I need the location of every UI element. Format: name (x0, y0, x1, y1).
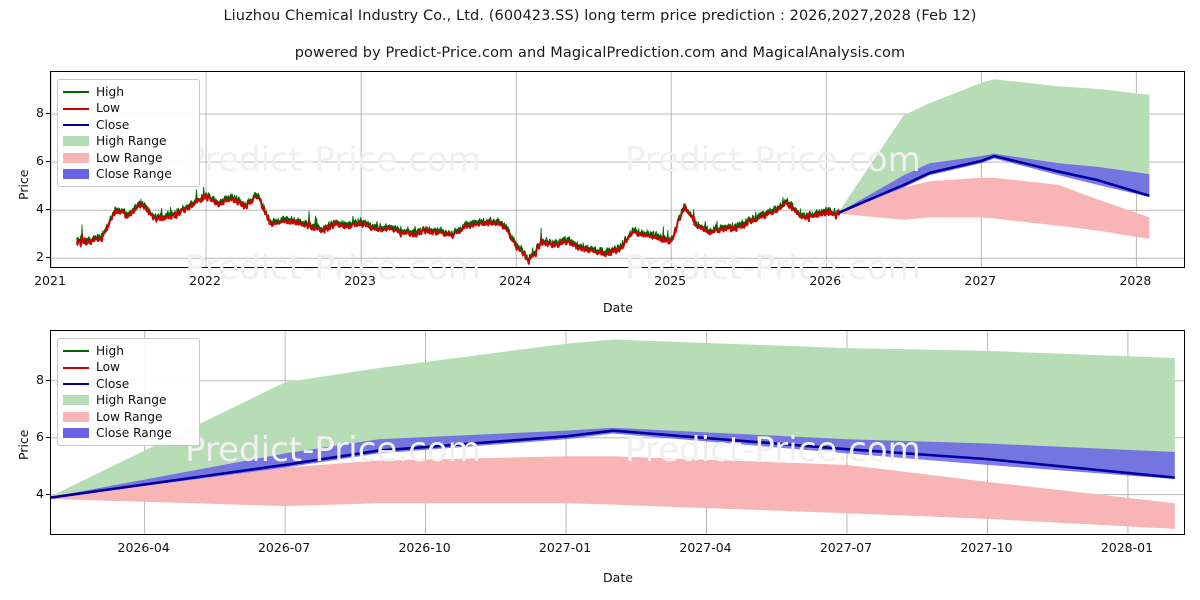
top-y-axis-label: Price (16, 169, 31, 201)
legend-swatch-icon (63, 152, 89, 164)
legend-swatch-icon (63, 394, 89, 406)
legend-item-close-range: Close Range (63, 166, 192, 182)
top-legend: High Low Close High Range Low Range Close Ran… (57, 79, 200, 188)
x-tick-label: 2021 (34, 273, 66, 288)
legend-swatch-icon (63, 119, 89, 131)
legend-item-label: Low Range (96, 150, 163, 165)
page-subtitle: powered by Predict-Price.com and Magical… (294, 45, 906, 61)
x-tick-label: 2028 (1119, 273, 1152, 288)
legend-item-low: Low (63, 100, 192, 116)
legend-swatch-icon (63, 168, 89, 180)
x-tick-label: 2022 (189, 273, 221, 288)
y-tick-label: 6 (36, 428, 44, 444)
legend-item-label: High Range (96, 134, 167, 149)
legend-item-label: High (96, 85, 125, 99)
legend-item-close-range: Close Range (63, 425, 192, 441)
legend-swatch-icon (63, 362, 89, 374)
bottom-x-axis-label: Date (603, 570, 633, 585)
legend-item-label: Low Range (96, 409, 163, 424)
legend-swatch-icon (63, 86, 89, 98)
x-tick-label: 2027-10 (960, 540, 1013, 555)
x-tick-label: 2027 (964, 273, 997, 288)
y-tick-mark (46, 209, 50, 211)
x-tick-label: 2024 (499, 273, 532, 288)
legend-item-close: Close (63, 117, 192, 133)
legend-swatch-icon (63, 345, 89, 357)
legend-item-label: Close (96, 376, 130, 391)
y-tick-mark (46, 379, 50, 381)
page-title: Liuzhou Chemical Industry Co., Ltd. (600… (223, 8, 977, 24)
x-tick-label: 2028-01 (1100, 540, 1154, 555)
legend-swatch-icon (63, 135, 89, 147)
legend-item-label: High (96, 344, 125, 358)
y-tick-mark (46, 257, 50, 259)
x-tick-label: 2026-10 (398, 540, 451, 555)
bottom-plot-area (50, 330, 1185, 535)
y-tick-mark (46, 113, 50, 115)
legend-item-label: Close Range (96, 166, 172, 181)
x-tick-label: 2027-01 (538, 540, 592, 555)
top-plot-area (50, 71, 1185, 268)
legend-item-label: Low (96, 101, 120, 116)
x-tick-label: 2026-07 (257, 540, 311, 555)
x-tick-label: 2027-07 (819, 540, 873, 555)
y-tick-mark (46, 436, 50, 438)
legend-item-label: Close Range (96, 425, 172, 440)
y-tick-label: 8 (36, 105, 44, 121)
bottom-legend: High Low Close High Range Low Range Close Ran… (57, 338, 200, 447)
legend-item-label: High Range (96, 393, 167, 408)
y-tick-label: 8 (36, 371, 44, 387)
y-tick-label: 6 (36, 153, 44, 169)
legend-item-low: Low (63, 359, 192, 375)
x-tick-label: 2025 (654, 273, 687, 288)
y-tick-mark (46, 161, 50, 163)
x-tick-label: 2026 (809, 273, 842, 288)
legend-item-label: Low (96, 360, 120, 375)
legend-item-low-range: Low Range (63, 409, 192, 425)
legend-item-low-range: Low Range (63, 150, 192, 166)
legend-item-high-range: High Range (63, 392, 192, 408)
top-x-axis-label: Date (603, 300, 633, 315)
x-tick-label: 2023 (344, 273, 376, 288)
x-tick-label: 2026-04 (117, 540, 170, 555)
legend-item-label: Close (96, 117, 130, 132)
y-tick-mark (46, 493, 50, 495)
legend-swatch-icon (63, 103, 89, 115)
y-tick-label: 2 (36, 249, 44, 265)
top-plot-svg (51, 72, 1184, 267)
x-tick-label: 2027-04 (679, 540, 732, 555)
legend-swatch-icon (63, 378, 89, 390)
legend-item-high: High (63, 343, 192, 359)
legend-item-high: High (63, 84, 192, 100)
bottom-plot-svg (51, 331, 1184, 534)
legend-swatch-icon (63, 411, 89, 423)
legend-item-close: Close (63, 376, 192, 392)
y-tick-label: 4 (36, 485, 44, 501)
y-tick-label: 4 (36, 201, 44, 217)
legend-item-high-range: High Range (63, 133, 192, 149)
legend-swatch-icon (63, 427, 89, 439)
